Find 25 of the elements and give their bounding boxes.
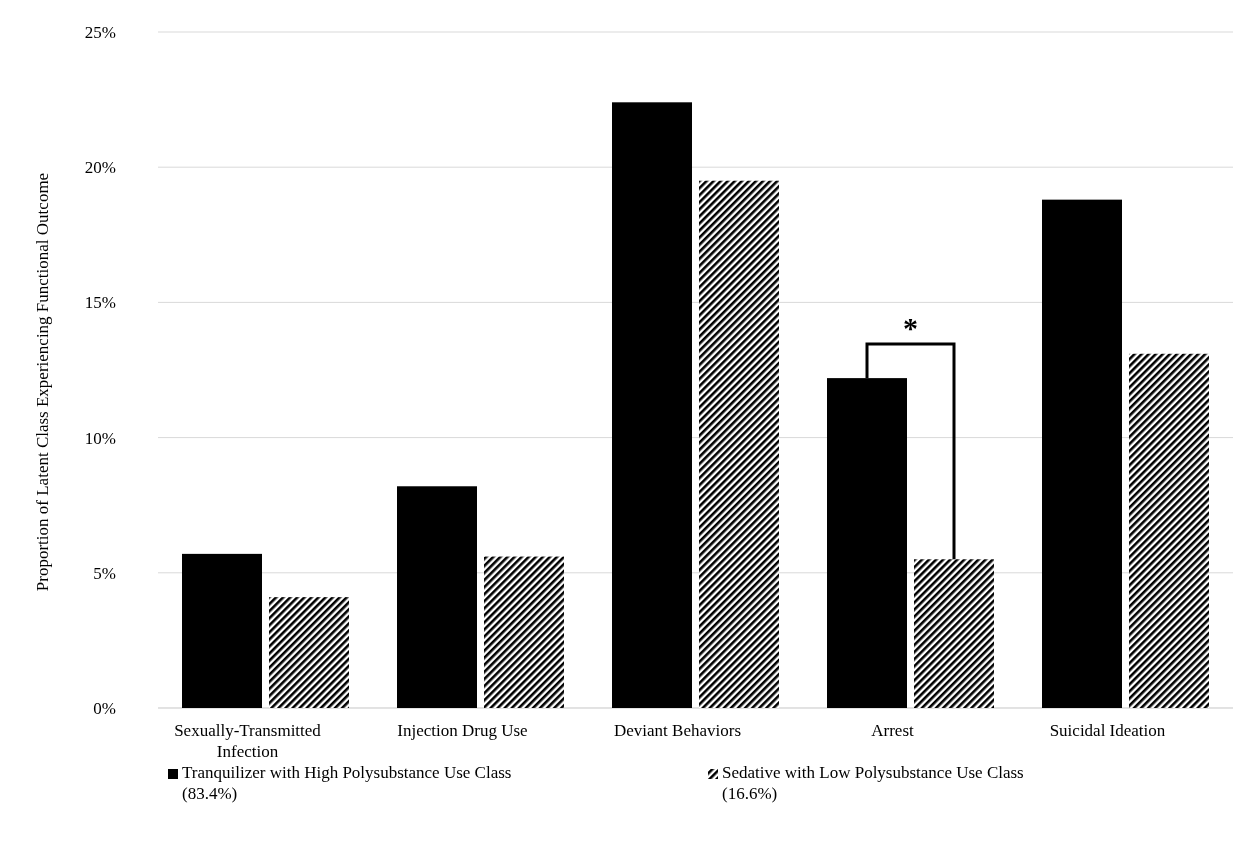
- bar: [699, 180, 779, 708]
- y-tick-label: 10%: [84, 428, 116, 448]
- legend-label: Tranquilizer with High Polysubstance Use Class (83.4%): [182, 763, 512, 803]
- annotation: *: [903, 311, 918, 345]
- y-tick-label: 20%: [84, 158, 116, 178]
- legend-label: Sedative with Low Polysubstance Use Class (16.6%): [722, 763, 1024, 803]
- x-tick-label: Suicidal Ideation: [1049, 721, 1166, 740]
- x-tick-label: Arrest: [871, 721, 915, 740]
- x-tick-label: Sexually-Transmitted Infection: [174, 721, 322, 761]
- y-tick-label: 25%: [84, 22, 116, 42]
- bar: [182, 553, 262, 708]
- bar: [827, 378, 907, 708]
- y-axis-title: Proportion of Latent Class Experiencing Functional Outcome: [33, 172, 52, 592]
- bar: [397, 486, 477, 708]
- x-tick-label: Deviant Behaviors: [614, 721, 741, 740]
- bar: [914, 559, 994, 708]
- bar: [269, 597, 349, 708]
- y-tick-label: 5%: [93, 563, 116, 583]
- y-tick-label: 15%: [84, 293, 116, 313]
- bar: [1129, 353, 1209, 708]
- bar: [612, 102, 692, 708]
- y-tick-label: 0%: [93, 698, 116, 718]
- x-tick-label: Injection Drug Use: [397, 721, 528, 740]
- bar: [1042, 199, 1122, 708]
- bar: [484, 556, 564, 708]
